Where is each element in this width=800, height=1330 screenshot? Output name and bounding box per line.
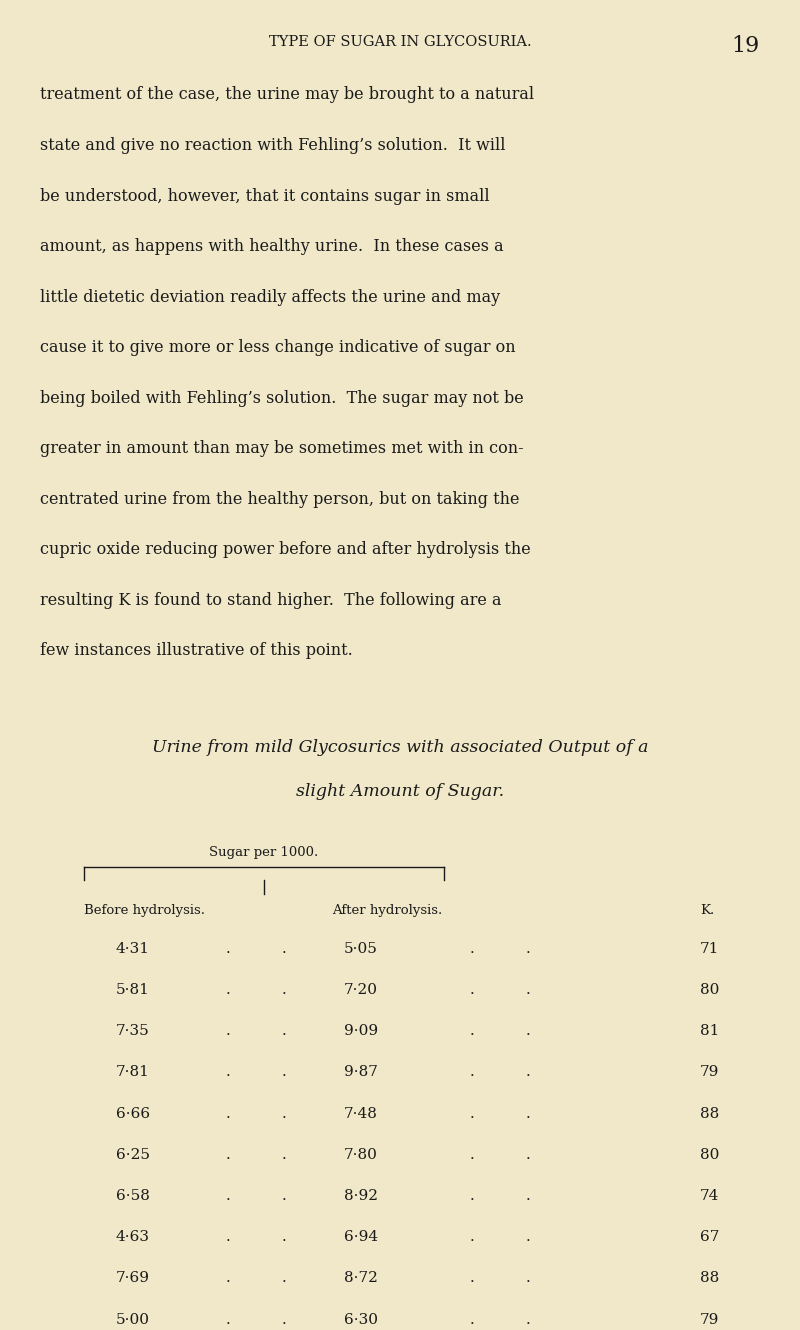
Text: .: . bbox=[226, 983, 230, 998]
Text: .: . bbox=[226, 1313, 230, 1327]
Text: .: . bbox=[526, 1148, 530, 1162]
Text: .: . bbox=[526, 1065, 530, 1080]
Text: .: . bbox=[226, 942, 230, 956]
Text: 7·80: 7·80 bbox=[344, 1148, 378, 1162]
Text: .: . bbox=[526, 1189, 530, 1204]
Text: 8·92: 8·92 bbox=[344, 1189, 378, 1204]
Text: 5·00: 5·00 bbox=[116, 1313, 150, 1327]
Text: 4·31: 4·31 bbox=[116, 942, 150, 956]
Text: 7·69: 7·69 bbox=[116, 1271, 150, 1286]
Text: 8·72: 8·72 bbox=[344, 1271, 378, 1286]
Text: .: . bbox=[470, 1230, 474, 1245]
Text: .: . bbox=[470, 1065, 474, 1080]
Text: 7·81: 7·81 bbox=[116, 1065, 150, 1080]
Text: being boiled with Fehling’s solution.  The sugar may not be: being boiled with Fehling’s solution. Th… bbox=[40, 390, 524, 407]
Text: .: . bbox=[526, 1271, 530, 1286]
Text: .: . bbox=[470, 1107, 474, 1121]
Text: 80: 80 bbox=[700, 1148, 719, 1162]
Text: .: . bbox=[282, 1065, 286, 1080]
Text: Before hydrolysis.: Before hydrolysis. bbox=[84, 904, 205, 918]
Text: 6·58: 6·58 bbox=[116, 1189, 150, 1204]
Text: 6·25: 6·25 bbox=[116, 1148, 150, 1162]
Text: .: . bbox=[470, 983, 474, 998]
Text: 79: 79 bbox=[700, 1313, 719, 1327]
Text: .: . bbox=[470, 1148, 474, 1162]
Text: .: . bbox=[226, 1148, 230, 1162]
Text: .: . bbox=[526, 1107, 530, 1121]
Text: 4·63: 4·63 bbox=[116, 1230, 150, 1245]
Text: .: . bbox=[282, 1271, 286, 1286]
Text: .: . bbox=[282, 1189, 286, 1204]
Text: Urine from mild Glycosurics with associated Output of a: Urine from mild Glycosurics with associa… bbox=[152, 739, 648, 757]
Text: 5·05: 5·05 bbox=[344, 942, 378, 956]
Text: 6·30: 6·30 bbox=[344, 1313, 378, 1327]
Text: .: . bbox=[282, 1024, 286, 1039]
Text: .: . bbox=[226, 1189, 230, 1204]
Text: 7·20: 7·20 bbox=[344, 983, 378, 998]
Text: 19: 19 bbox=[732, 35, 760, 57]
Text: 67: 67 bbox=[700, 1230, 719, 1245]
Text: TYPE OF SUGAR IN GLYCOSURIA.: TYPE OF SUGAR IN GLYCOSURIA. bbox=[269, 35, 531, 49]
Text: 88: 88 bbox=[700, 1271, 719, 1286]
Text: .: . bbox=[282, 1230, 286, 1245]
Text: little dietetic deviation readily affects the urine and may: little dietetic deviation readily affect… bbox=[40, 289, 500, 306]
Text: .: . bbox=[226, 1271, 230, 1286]
Text: .: . bbox=[470, 942, 474, 956]
Text: greater in amount than may be sometimes met with in con-: greater in amount than may be sometimes … bbox=[40, 440, 524, 458]
Text: .: . bbox=[470, 1024, 474, 1039]
Text: state and give no reaction with Fehling’s solution.  It will: state and give no reaction with Fehling’… bbox=[40, 137, 506, 154]
Text: .: . bbox=[282, 983, 286, 998]
Text: 9·87: 9·87 bbox=[344, 1065, 378, 1080]
Text: .: . bbox=[526, 983, 530, 998]
Text: .: . bbox=[526, 1230, 530, 1245]
Text: 7·35: 7·35 bbox=[116, 1024, 150, 1039]
Text: 6·94: 6·94 bbox=[344, 1230, 378, 1245]
Text: resulting K is found to stand higher.  The following are a: resulting K is found to stand higher. Th… bbox=[40, 592, 502, 609]
Text: cause it to give more or less change indicative of sugar on: cause it to give more or less change ind… bbox=[40, 339, 516, 356]
Text: .: . bbox=[226, 1024, 230, 1039]
Text: .: . bbox=[470, 1271, 474, 1286]
Text: .: . bbox=[282, 1107, 286, 1121]
Text: After hydrolysis.: After hydrolysis. bbox=[332, 904, 442, 918]
Text: slight Amount of Sugar.: slight Amount of Sugar. bbox=[296, 783, 504, 801]
Text: .: . bbox=[282, 1148, 286, 1162]
Text: .: . bbox=[526, 942, 530, 956]
Text: K.: K. bbox=[700, 904, 714, 918]
Text: .: . bbox=[526, 1313, 530, 1327]
Text: .: . bbox=[282, 1313, 286, 1327]
Text: be understood, however, that it contains sugar in small: be understood, however, that it contains… bbox=[40, 188, 490, 205]
Text: centrated urine from the healthy person, but on taking the: centrated urine from the healthy person,… bbox=[40, 491, 519, 508]
Text: .: . bbox=[226, 1230, 230, 1245]
Text: 7·48: 7·48 bbox=[344, 1107, 378, 1121]
Text: 9·09: 9·09 bbox=[344, 1024, 378, 1039]
Text: treatment of the case, the urine may be brought to a natural: treatment of the case, the urine may be … bbox=[40, 86, 534, 104]
Text: 74: 74 bbox=[700, 1189, 719, 1204]
Text: 88: 88 bbox=[700, 1107, 719, 1121]
Text: 6·66: 6·66 bbox=[116, 1107, 150, 1121]
Text: .: . bbox=[226, 1107, 230, 1121]
Text: .: . bbox=[282, 942, 286, 956]
Text: .: . bbox=[470, 1313, 474, 1327]
Text: 71: 71 bbox=[700, 942, 719, 956]
Text: Sugar per 1000.: Sugar per 1000. bbox=[210, 846, 318, 859]
Text: 81: 81 bbox=[700, 1024, 719, 1039]
Text: amount, as happens with healthy urine.  In these cases a: amount, as happens with healthy urine. I… bbox=[40, 238, 504, 255]
Text: few instances illustrative of this point.: few instances illustrative of this point… bbox=[40, 642, 353, 660]
Text: 79: 79 bbox=[700, 1065, 719, 1080]
Text: 80: 80 bbox=[700, 983, 719, 998]
Text: .: . bbox=[470, 1189, 474, 1204]
Text: .: . bbox=[526, 1024, 530, 1039]
Text: .: . bbox=[226, 1065, 230, 1080]
Text: 5·81: 5·81 bbox=[116, 983, 150, 998]
Text: cupric oxide reducing power before and after hydrolysis the: cupric oxide reducing power before and a… bbox=[40, 541, 530, 559]
